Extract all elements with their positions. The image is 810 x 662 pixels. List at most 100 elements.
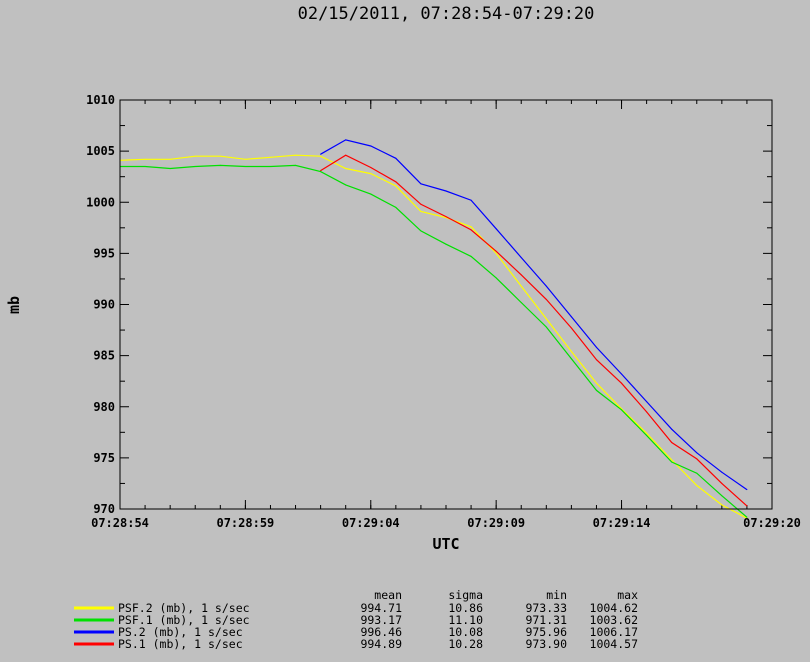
data-point bbox=[144, 158, 146, 160]
data-point bbox=[194, 155, 196, 157]
data-point bbox=[470, 226, 472, 228]
legend-series-name: PSF.1 (mb), 1 s/sec bbox=[118, 613, 250, 627]
data-point bbox=[470, 229, 472, 231]
data-point bbox=[219, 164, 221, 166]
data-point bbox=[721, 504, 723, 506]
data-point bbox=[495, 250, 497, 252]
data-point bbox=[495, 252, 497, 254]
data-point bbox=[144, 166, 146, 167]
data-point bbox=[244, 166, 246, 167]
data-point bbox=[370, 145, 372, 147]
legend-series-name: PSF.2 (mb), 1 s/sec bbox=[118, 601, 250, 615]
stats-mean-value: 993.17 bbox=[360, 613, 402, 627]
series-line-4 bbox=[320, 154, 748, 507]
y-tick-label: 980 bbox=[93, 400, 115, 414]
stats-mean-value: 996.46 bbox=[360, 625, 402, 639]
stats-max-value: 1004.62 bbox=[590, 601, 638, 615]
data-point bbox=[570, 327, 572, 329]
legend-series-name: PS.1 (mb), 1 s/sec bbox=[118, 637, 243, 651]
series-line-1 bbox=[119, 154, 748, 519]
data-point bbox=[721, 482, 723, 484]
stats-min-value: 971.31 bbox=[525, 613, 567, 627]
data-point bbox=[219, 155, 221, 157]
data-point bbox=[596, 389, 597, 391]
stats-max-value: 1006.17 bbox=[590, 625, 639, 639]
series-line-2 bbox=[120, 164, 748, 518]
y-tick-label: 975 bbox=[93, 451, 115, 465]
data-point bbox=[370, 193, 372, 195]
data-point bbox=[495, 228, 497, 230]
stats-sigma-value: 11.10 bbox=[448, 613, 483, 627]
stats-sigma-value: 10.08 bbox=[448, 625, 483, 639]
data-point bbox=[596, 382, 597, 384]
data-point bbox=[520, 257, 522, 258]
data-point bbox=[570, 316, 572, 318]
data-point bbox=[696, 472, 698, 474]
data-point bbox=[395, 181, 397, 183]
data-point bbox=[295, 164, 296, 166]
data-point bbox=[345, 168, 347, 169]
data-point bbox=[445, 216, 447, 218]
y-axis-label: mb bbox=[5, 296, 23, 314]
x-tick-labels: 07:28:54 07:28:59 07:29:04 07:29:09 07:29:14… bbox=[91, 516, 801, 530]
data-point bbox=[721, 471, 723, 473]
data-point bbox=[445, 243, 447, 245]
series-line-3 bbox=[320, 139, 748, 491]
data-point bbox=[520, 285, 522, 287]
stats-header-max: max bbox=[617, 588, 638, 602]
data-point bbox=[671, 459, 673, 461]
data-point bbox=[621, 409, 622, 411]
data-point bbox=[420, 183, 422, 185]
x-tick-label: 07:28:54 bbox=[91, 516, 149, 530]
x-tick-label: 07:28:59 bbox=[216, 516, 274, 530]
data-point bbox=[320, 153, 322, 155]
y-tick-label: 995 bbox=[93, 246, 115, 260]
data-point bbox=[345, 184, 347, 186]
data-point bbox=[194, 166, 196, 167]
data-point bbox=[520, 274, 522, 276]
series-group bbox=[320, 139, 748, 491]
data-point bbox=[545, 318, 547, 320]
data-point bbox=[746, 517, 748, 519]
data-point bbox=[746, 505, 748, 507]
stats-min-value: 973.33 bbox=[525, 601, 567, 615]
plot-area bbox=[119, 99, 773, 510]
x-axis-label: UTC bbox=[432, 535, 459, 553]
data-point bbox=[696, 458, 698, 460]
data-point bbox=[244, 158, 246, 160]
data-point bbox=[270, 166, 271, 167]
data-point bbox=[320, 171, 322, 173]
y-tick-labels: 970 975 980 985 990 995 1000 1005 1010 bbox=[86, 93, 115, 516]
data-point bbox=[420, 203, 422, 205]
data-point bbox=[545, 326, 547, 328]
data-point bbox=[671, 428, 673, 430]
y-tick-label: 985 bbox=[93, 349, 115, 363]
data-point bbox=[646, 401, 648, 403]
data-point bbox=[596, 359, 597, 361]
series-group bbox=[119, 164, 748, 518]
data-point bbox=[646, 411, 648, 413]
data-point bbox=[345, 139, 347, 141]
data-point bbox=[169, 158, 171, 160]
data-point bbox=[646, 432, 648, 434]
data-point bbox=[320, 155, 322, 157]
series-group bbox=[119, 154, 748, 519]
data-point bbox=[520, 302, 522, 303]
data-point bbox=[445, 190, 447, 192]
data-point bbox=[270, 156, 271, 158]
y-tick-label: 1000 bbox=[86, 195, 115, 209]
data-point bbox=[395, 157, 397, 159]
x-tick-label: 07:29:09 bbox=[467, 516, 525, 530]
y-tick-label: 970 bbox=[93, 502, 115, 516]
legend-stats-table: mean sigma min max PSF.2 (mb), 1 s/sec 994.71… bbox=[74, 588, 638, 651]
data-point bbox=[545, 285, 547, 287]
data-point bbox=[570, 358, 572, 360]
data-point bbox=[420, 230, 422, 232]
stats-max-value: 1003.62 bbox=[590, 613, 638, 627]
data-point bbox=[495, 277, 497, 279]
data-point bbox=[621, 373, 622, 375]
stats-header-min: min bbox=[546, 588, 567, 602]
stats-mean-value: 994.89 bbox=[360, 637, 402, 651]
